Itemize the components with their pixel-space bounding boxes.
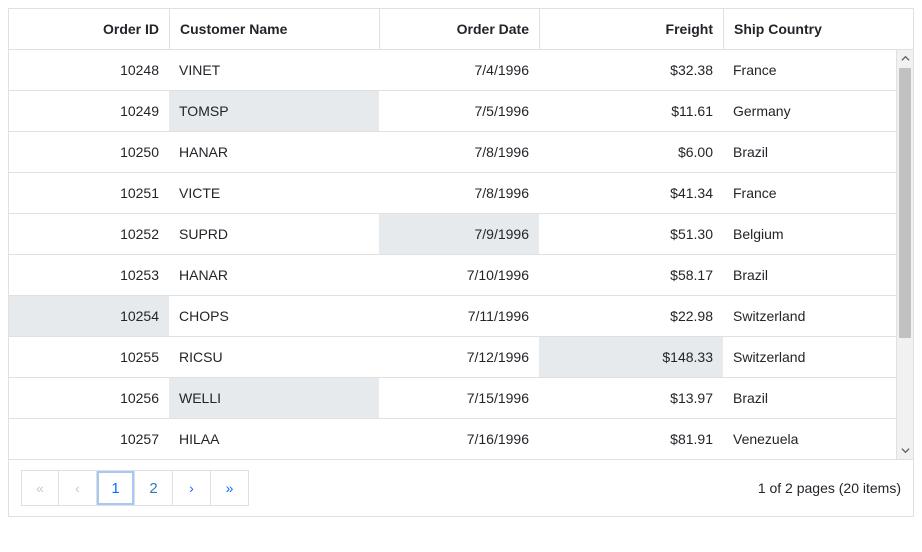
cell-country[interactable]: Venezuela	[723, 419, 887, 459]
cell-orderDate[interactable]: 7/4/1996	[379, 50, 539, 90]
cell-customer[interactable]: HANAR	[169, 255, 379, 295]
cell-customer[interactable]: VICTE	[169, 173, 379, 213]
cell-orderId[interactable]: 10256	[9, 378, 169, 418]
table-row[interactable]: 10250HANAR7/8/1996$6.00Brazil	[9, 131, 896, 172]
col-header-freight[interactable]: Freight	[539, 9, 723, 49]
cell-freight[interactable]: $51.30	[539, 214, 723, 254]
grid-header-row: Order ID Customer Name Order Date Freigh…	[9, 9, 913, 50]
cell-freight[interactable]: $6.00	[539, 132, 723, 172]
table-row[interactable]: 10255RICSU7/12/1996$148.33Switzerland	[9, 336, 896, 377]
data-grid: Order ID Customer Name Order Date Freigh…	[8, 8, 914, 517]
pager-last-button[interactable]: »	[211, 470, 249, 506]
cell-country[interactable]: Brazil	[723, 255, 887, 295]
cell-orderId[interactable]: 10254	[9, 296, 169, 336]
cell-country[interactable]: Brazil	[723, 378, 887, 418]
cell-orderDate[interactable]: 7/11/1996	[379, 296, 539, 336]
cell-orderId[interactable]: 10250	[9, 132, 169, 172]
cell-orderId[interactable]: 10252	[9, 214, 169, 254]
table-row[interactable]: 10248VINET7/4/1996$32.38France	[9, 50, 896, 90]
cell-customer[interactable]: RICSU	[169, 337, 379, 377]
table-row[interactable]: 10253HANAR7/10/1996$58.17Brazil	[9, 254, 896, 295]
table-row[interactable]: 10251VICTE7/8/1996$41.34France	[9, 172, 896, 213]
col-header-customer-name[interactable]: Customer Name	[169, 9, 379, 49]
cell-customer[interactable]: SUPRD	[169, 214, 379, 254]
grid-body-wrap: 10248VINET7/4/1996$32.38France10249TOMSP…	[9, 50, 913, 459]
cell-country[interactable]: Germany	[723, 91, 887, 131]
col-header-ship-country[interactable]: Ship Country	[723, 9, 887, 49]
cell-freight[interactable]: $11.61	[539, 91, 723, 131]
cell-orderId[interactable]: 10255	[9, 337, 169, 377]
table-row[interactable]: 10254CHOPS7/11/1996$22.98Switzerland	[9, 295, 896, 336]
pager-info-text: 1 of 2 pages (20 items)	[758, 480, 901, 496]
table-row[interactable]: 10257HILAA7/16/1996$81.91Venezuela	[9, 418, 896, 459]
cell-orderDate[interactable]: 7/16/1996	[379, 419, 539, 459]
cell-country[interactable]: France	[723, 50, 887, 90]
cell-orderId[interactable]: 10257	[9, 419, 169, 459]
cell-freight[interactable]: $81.91	[539, 419, 723, 459]
pager: « ‹ 1 2 › » 1 of 2 pages (20 items)	[9, 459, 913, 516]
cell-customer[interactable]: HILAA	[169, 419, 379, 459]
cell-orderId[interactable]: 10248	[9, 50, 169, 90]
cell-customer[interactable]: WELLI	[169, 378, 379, 418]
cell-orderId[interactable]: 10251	[9, 173, 169, 213]
grid-body: 10248VINET7/4/1996$32.38France10249TOMSP…	[9, 50, 896, 459]
cell-freight[interactable]: $148.33	[539, 337, 723, 377]
scroll-up-icon[interactable]	[897, 50, 913, 67]
cell-customer[interactable]: TOMSP	[169, 91, 379, 131]
pager-next-button[interactable]: ›	[173, 470, 211, 506]
cell-customer[interactable]: CHOPS	[169, 296, 379, 336]
cell-freight[interactable]: $13.97	[539, 378, 723, 418]
cell-orderDate[interactable]: 7/8/1996	[379, 173, 539, 213]
cell-orderDate[interactable]: 7/5/1996	[379, 91, 539, 131]
cell-orderId[interactable]: 10253	[9, 255, 169, 295]
cell-country[interactable]: Switzerland	[723, 337, 887, 377]
cell-orderDate[interactable]: 7/15/1996	[379, 378, 539, 418]
cell-customer[interactable]: HANAR	[169, 132, 379, 172]
cell-orderDate[interactable]: 7/9/1996	[379, 214, 539, 254]
pager-page-1[interactable]: 1	[97, 470, 135, 506]
table-row[interactable]: 10249TOMSP7/5/1996$11.61Germany	[9, 90, 896, 131]
cell-country[interactable]: France	[723, 173, 887, 213]
cell-country[interactable]: Brazil	[723, 132, 887, 172]
pager-prev-button[interactable]: ‹	[59, 470, 97, 506]
cell-orderDate[interactable]: 7/8/1996	[379, 132, 539, 172]
cell-orderId[interactable]: 10249	[9, 91, 169, 131]
cell-freight[interactable]: $58.17	[539, 255, 723, 295]
cell-country[interactable]: Belgium	[723, 214, 887, 254]
table-row[interactable]: 10252SUPRD7/9/1996$51.30Belgium	[9, 213, 896, 254]
pager-page-2[interactable]: 2	[135, 470, 173, 506]
col-header-order-date[interactable]: Order Date	[379, 9, 539, 49]
scroll-thumb[interactable]	[899, 68, 911, 338]
pager-first-button[interactable]: «	[21, 470, 59, 506]
cell-country[interactable]: Switzerland	[723, 296, 887, 336]
cell-freight[interactable]: $22.98	[539, 296, 723, 336]
cell-customer[interactable]: VINET	[169, 50, 379, 90]
vertical-scrollbar[interactable]	[896, 50, 913, 459]
col-header-order-id[interactable]: Order ID	[9, 9, 169, 49]
pager-buttons: « ‹ 1 2 › »	[21, 470, 249, 506]
cell-freight[interactable]: $32.38	[539, 50, 723, 90]
cell-orderDate[interactable]: 7/10/1996	[379, 255, 539, 295]
scroll-down-icon[interactable]	[897, 442, 913, 459]
cell-orderDate[interactable]: 7/12/1996	[379, 337, 539, 377]
table-row[interactable]: 10256WELLI7/15/1996$13.97Brazil	[9, 377, 896, 418]
cell-freight[interactable]: $41.34	[539, 173, 723, 213]
